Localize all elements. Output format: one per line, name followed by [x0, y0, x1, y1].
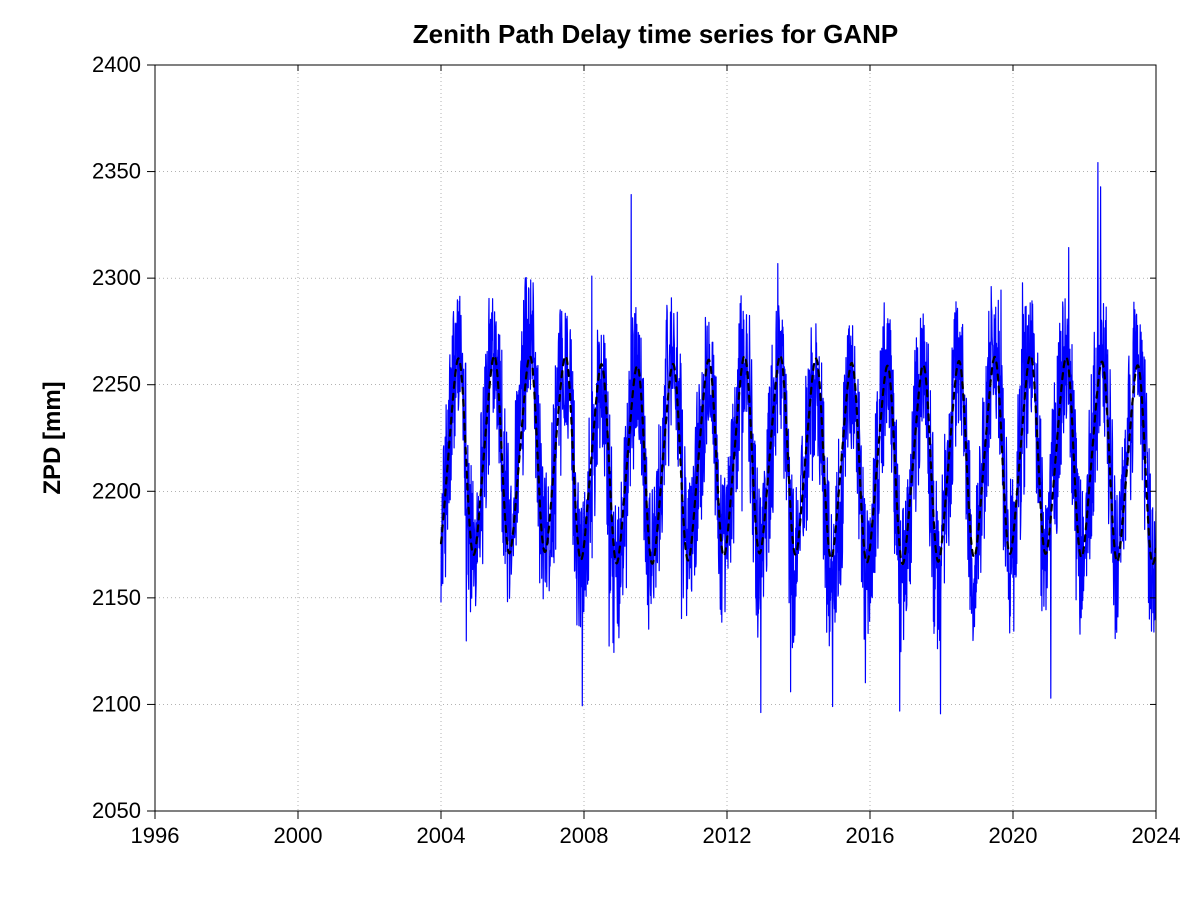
y-tick-label: 2250	[92, 372, 141, 397]
y-tick-label: 2300	[92, 265, 141, 290]
x-tick-label: 2000	[274, 823, 323, 848]
y-tick-label: 2200	[92, 478, 141, 503]
y-tick-label: 2400	[92, 52, 141, 77]
chart-svg: 1996 2000 2004 2008 2012 2016 2020 2024 2050 2100…	[0, 0, 1201, 901]
x-tick-label: 2012	[703, 823, 752, 848]
x-tick-label: 2020	[989, 823, 1038, 848]
x-tick-label: 1996	[131, 823, 180, 848]
chart-container: 1996 2000 2004 2008 2012 2016 2020 2024 2050 2100…	[0, 0, 1201, 901]
y-tick-label: 2350	[92, 159, 141, 184]
x-tick-label: 2024	[1132, 823, 1181, 848]
chart-title: Zenith Path Delay time series for GANP	[413, 19, 898, 49]
x-tick-label: 2004	[417, 823, 466, 848]
y-tick-label: 2100	[92, 691, 141, 716]
y-tick-label: 2050	[92, 798, 141, 823]
y-axis-label: ZPD [mm]	[39, 381, 66, 494]
x-tick-label: 2016	[846, 823, 895, 848]
y-tick-label: 2150	[92, 585, 141, 610]
x-tick-label: 2008	[560, 823, 609, 848]
